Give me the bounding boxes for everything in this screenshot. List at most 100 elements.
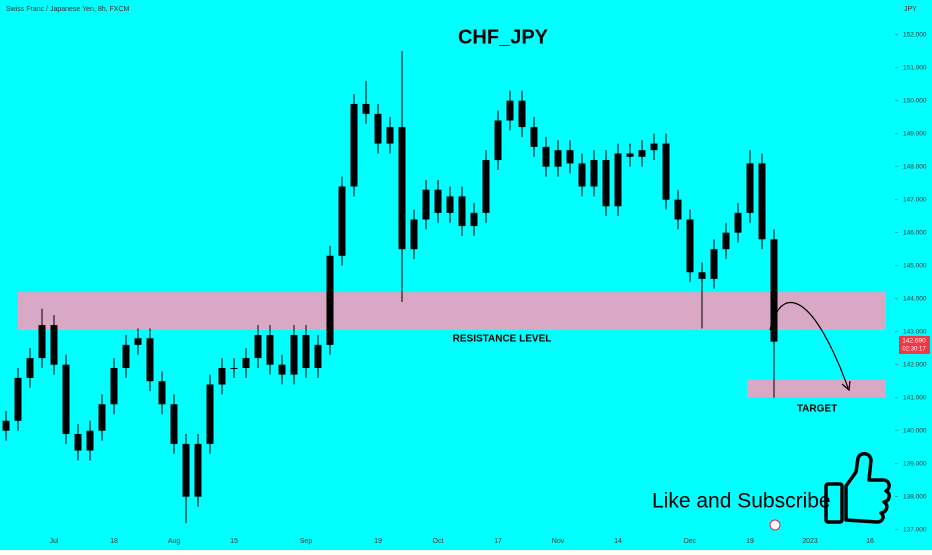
candle-body xyxy=(38,325,46,359)
candle-body xyxy=(710,249,718,279)
candle-body xyxy=(614,153,622,207)
candle-body xyxy=(206,384,214,444)
candle-body xyxy=(422,189,430,220)
x-tick-label: 14 xyxy=(614,538,622,545)
candle-body xyxy=(602,160,610,207)
x-tick-label: Oct xyxy=(433,538,444,545)
price-label: 142.690 xyxy=(902,338,926,345)
candle-body xyxy=(530,127,538,147)
x-tick-label: 19 xyxy=(374,538,382,545)
candle-body xyxy=(494,120,502,161)
y-tick-label: 137.000 xyxy=(903,526,927,533)
price-tag xyxy=(899,335,930,354)
y-tick-label: 143.000 xyxy=(903,328,927,335)
candle-body xyxy=(686,219,694,273)
symbol-info: Swiss Franc / Japanese Yen, 8h, FXCM xyxy=(6,6,130,13)
candle-body xyxy=(638,150,646,157)
zones xyxy=(18,292,886,398)
candle-body xyxy=(74,433,82,451)
candle-body xyxy=(566,150,574,164)
candle-body xyxy=(338,186,346,256)
y-tick-label: 150.000 xyxy=(903,97,927,104)
x-tick-label: 18 xyxy=(110,538,118,545)
projection-arrow xyxy=(769,301,849,389)
y-tick-label: 144.000 xyxy=(903,295,927,302)
candle-body xyxy=(146,338,154,382)
currency: JPY xyxy=(904,6,917,13)
candle-body xyxy=(362,103,370,114)
candle-body xyxy=(182,443,190,497)
y-tick-label: 141.000 xyxy=(903,394,927,401)
candle-body xyxy=(254,334,262,359)
candle-body xyxy=(98,404,106,431)
candle-body xyxy=(350,103,358,187)
chart-title: CHF_JPY xyxy=(458,26,549,48)
y-tick-label: 146.000 xyxy=(903,229,927,236)
candle-body xyxy=(542,146,550,167)
y-tick-label: 145.000 xyxy=(903,262,927,269)
candle-body xyxy=(170,404,178,444)
x-tick-label: Jul xyxy=(50,538,59,545)
zone-label: TARGET xyxy=(797,404,837,415)
candle-body xyxy=(674,199,682,220)
x-tick-label: 15 xyxy=(230,538,238,545)
y-tick-label: 151.000 xyxy=(903,64,927,71)
y-tick-label: 140.000 xyxy=(903,427,927,434)
candle-body xyxy=(662,143,670,200)
candle-body xyxy=(314,344,322,368)
candle-body xyxy=(86,430,94,451)
x-tick-label: 16 xyxy=(866,538,874,545)
candle-body xyxy=(326,255,334,345)
candle-body xyxy=(698,272,706,279)
y-tick-label: 139.000 xyxy=(903,460,927,467)
candle-body xyxy=(590,160,598,187)
x-tick-label: 17 xyxy=(494,538,502,545)
candle-body xyxy=(650,143,658,151)
candle-body xyxy=(2,420,10,431)
candle-body xyxy=(458,196,466,227)
x-tick-label: Aug xyxy=(168,538,181,545)
candle-body xyxy=(374,113,382,144)
y-tick-label: 138.000 xyxy=(903,493,927,500)
candle-body xyxy=(482,160,490,213)
candle-body xyxy=(230,367,238,369)
thumb-cuff xyxy=(824,482,844,524)
candle-body xyxy=(302,334,310,368)
x-tick-label: 2023 xyxy=(802,538,818,545)
y-tick-label: 148.000 xyxy=(903,163,927,170)
candle-body xyxy=(242,358,250,368)
candle-body xyxy=(194,443,202,497)
zone xyxy=(747,379,886,398)
candle-body xyxy=(470,212,478,227)
countdown: 02:30:17 xyxy=(902,346,926,352)
candle-body xyxy=(722,232,730,250)
x-tick-label: 19 xyxy=(746,538,754,545)
candle-body xyxy=(218,367,226,385)
candle-body xyxy=(134,338,142,345)
candle-body xyxy=(26,358,34,378)
candle-body xyxy=(626,153,634,157)
arrow-head xyxy=(841,380,851,392)
candle-body xyxy=(518,100,526,128)
candle-body xyxy=(50,325,58,365)
y-tick-label: 142.000 xyxy=(903,361,927,368)
candle-body xyxy=(758,163,766,240)
candle-body xyxy=(746,163,754,213)
zone xyxy=(18,292,886,331)
candle-body xyxy=(290,334,298,375)
y-tick-label: 152.000 xyxy=(903,31,927,38)
candle-body xyxy=(266,334,274,365)
candle-body xyxy=(62,364,70,434)
thumb-hand xyxy=(844,452,891,524)
y-tick-label: 149.000 xyxy=(903,130,927,137)
zone-label: RESISTANCE LEVEL xyxy=(453,334,552,345)
x-tick-label: Dec xyxy=(684,538,697,545)
candle-body xyxy=(554,150,562,167)
candle-body xyxy=(386,127,394,144)
x-tick-label: Nov xyxy=(552,538,565,545)
candle-body xyxy=(770,239,778,342)
candle-body xyxy=(410,219,418,250)
candle-body xyxy=(398,127,406,250)
